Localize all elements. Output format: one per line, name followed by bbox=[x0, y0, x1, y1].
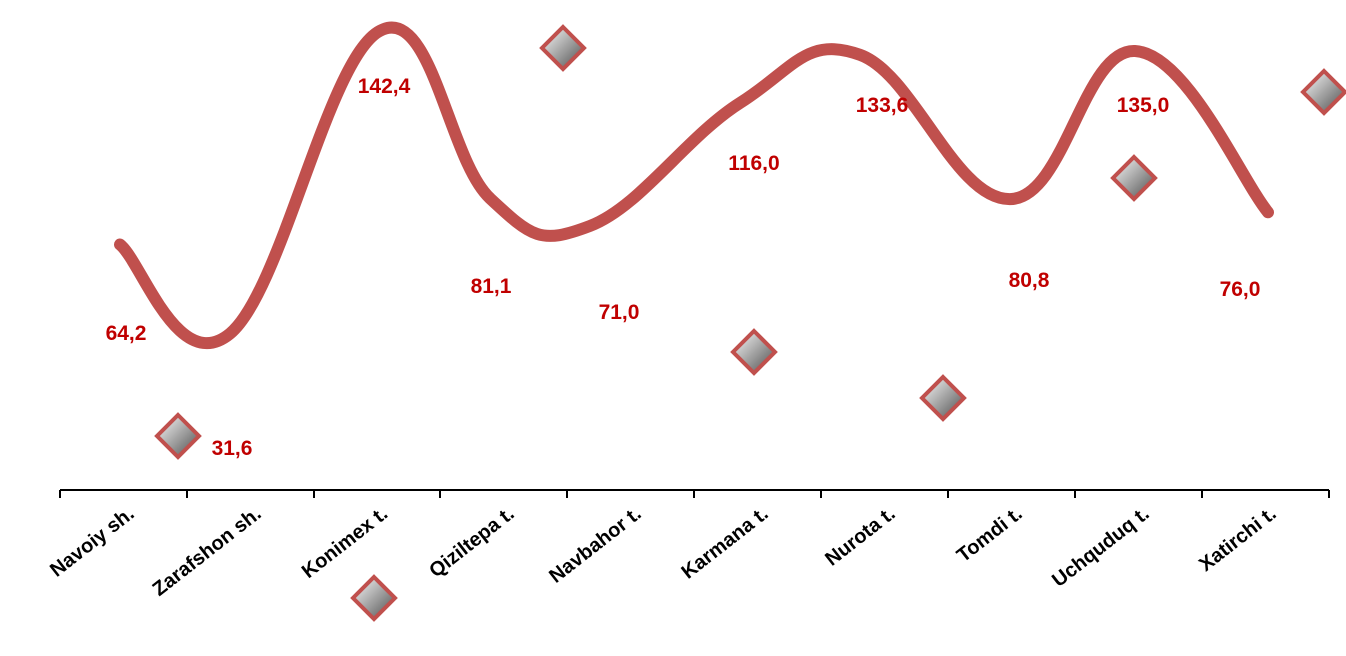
diamond-marker-7 bbox=[1300, 68, 1346, 116]
data-label: 31,6 bbox=[212, 437, 253, 460]
diamond-marker-2 bbox=[350, 574, 398, 622]
x-tick-label: Navbahor t. bbox=[545, 503, 645, 588]
diamond-marker-6 bbox=[1110, 154, 1158, 202]
diamond-marker-5 bbox=[919, 374, 967, 422]
x-axis: Navoiy sh. Zarafshon sh. Konimex t. Qizilte… bbox=[46, 489, 1330, 601]
diamond-marker-1 bbox=[154, 412, 202, 460]
x-tick-label: Nurota t. bbox=[821, 503, 899, 571]
data-label: 76,0 bbox=[1220, 278, 1261, 301]
data-labels-group: 64,2 31,6 142,4 81,1 71,0 116,0 133,6 80,8 135,0… bbox=[106, 75, 1261, 460]
diamond-marker-3 bbox=[539, 24, 587, 72]
x-tick-label: Qiziltepa t. bbox=[425, 503, 518, 583]
data-label: 71,0 bbox=[599, 301, 640, 324]
x-tick-label: Xatirchi t. bbox=[1195, 503, 1280, 576]
x-tick-label: Zarafshon sh. bbox=[149, 503, 266, 601]
series-line bbox=[114, 21, 1274, 349]
x-tick-label: Karmana t. bbox=[678, 503, 773, 584]
data-label: 64,2 bbox=[106, 322, 147, 345]
data-label: 81,1 bbox=[471, 275, 512, 298]
data-label: 116,0 bbox=[728, 152, 779, 175]
data-label: 142,4 bbox=[358, 75, 411, 98]
x-tick-label: Navoiy sh. bbox=[46, 503, 138, 582]
data-label: 133,6 bbox=[856, 94, 909, 117]
diamond-marker-4 bbox=[730, 328, 778, 376]
decorative-markers bbox=[154, 24, 1346, 622]
data-label: 135,0 bbox=[1117, 94, 1170, 117]
x-tick-label: Tomdi t. bbox=[953, 503, 1027, 567]
data-label: 80,8 bbox=[1009, 269, 1050, 292]
x-tick-label: Uchquduq t. bbox=[1048, 503, 1153, 592]
x-tick-label: Konimex t. bbox=[298, 503, 392, 583]
series-line-group bbox=[114, 21, 1274, 349]
